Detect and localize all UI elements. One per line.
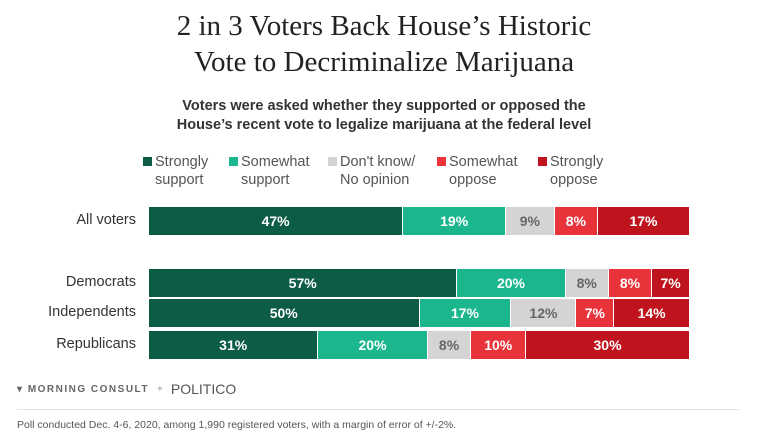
legend-swatch (437, 157, 446, 166)
legend-label: Don't know/ (340, 154, 416, 170)
bar-segment: 31% (149, 331, 319, 359)
legend-item: Somewhat oppose (437, 153, 518, 189)
bar-segment: 7% (652, 269, 690, 297)
bar-segment: 8% (554, 207, 599, 235)
legend-label: Strongly (155, 154, 209, 170)
legend-item: Strongly oppose (538, 153, 603, 189)
bar-segment: 57% (149, 269, 458, 297)
bar-segment: 17% (419, 299, 512, 327)
legend-label: support (155, 172, 204, 188)
bar-segment: 30% (526, 331, 690, 359)
legend-label: Somewhat (241, 154, 310, 170)
title-line: Vote to Decriminalize Marijuana (193, 46, 575, 78)
bar-segment: 14% (614, 299, 690, 327)
legend-item: Strongly support (143, 153, 208, 189)
footer-brands: ▾ MORNING CONSULT + POLITICO (17, 380, 236, 398)
legend-swatch (229, 157, 238, 166)
bar-segment: 17% (598, 207, 690, 235)
legend-item: Somewhat support (229, 153, 310, 189)
bar-segment: 47% (149, 207, 404, 235)
brand-text: MORNING CONSULT (27, 383, 150, 395)
row-label: Republicans (56, 336, 136, 352)
bar-segment: 20% (457, 269, 566, 297)
legend-label: Somewhat (449, 154, 518, 170)
legend-label: Strongly (550, 154, 604, 170)
legend-swatch (538, 157, 547, 166)
bar-segment: 50% (149, 299, 420, 327)
row-label: Independents (48, 304, 136, 320)
chart-title: 2 in 3 Voters Back House’s Historic Vote … (0, 8, 768, 80)
row-label: All voters (76, 212, 136, 228)
plus-sign: + (157, 383, 163, 395)
legend-label: support (241, 172, 290, 188)
title-line: 2 in 3 Voters Back House’s Historic (176, 10, 592, 42)
legend-label: oppose (550, 172, 598, 188)
legend-label: No opinion (340, 172, 410, 188)
bar-segment: 19% (403, 207, 507, 235)
bar-segment: 12% (511, 299, 577, 327)
legend-label: oppose (449, 172, 497, 188)
bar-segment: 9% (506, 207, 555, 235)
footnote: Poll conducted Dec. 4-6, 2020, among 1,9… (17, 419, 457, 431)
legend-swatch (328, 157, 337, 166)
row-label: Democrats (65, 274, 136, 290)
chart-subtitle: Voters were asked whether they supported… (0, 97, 768, 135)
bar-segment: 10% (471, 331, 527, 359)
divider (17, 409, 739, 410)
subtitle-line: House’s recent vote to legalize marijuan… (176, 117, 592, 133)
bar-segment: 8% (565, 269, 609, 297)
bar-segment: 20% (318, 331, 428, 359)
subtitle-line: Voters were asked whether they supported… (182, 98, 586, 114)
morning-consult-logo: ▾ MORNING CONSULT (17, 383, 150, 395)
bar-segment: 7% (576, 299, 615, 327)
legend-swatch (143, 157, 152, 166)
bar-segment: 8% (608, 269, 653, 297)
legend-item: Don't know/No opinion (328, 153, 415, 189)
bar-segment: 8% (427, 331, 472, 359)
politico-logo: POLITICO (170, 381, 237, 397)
